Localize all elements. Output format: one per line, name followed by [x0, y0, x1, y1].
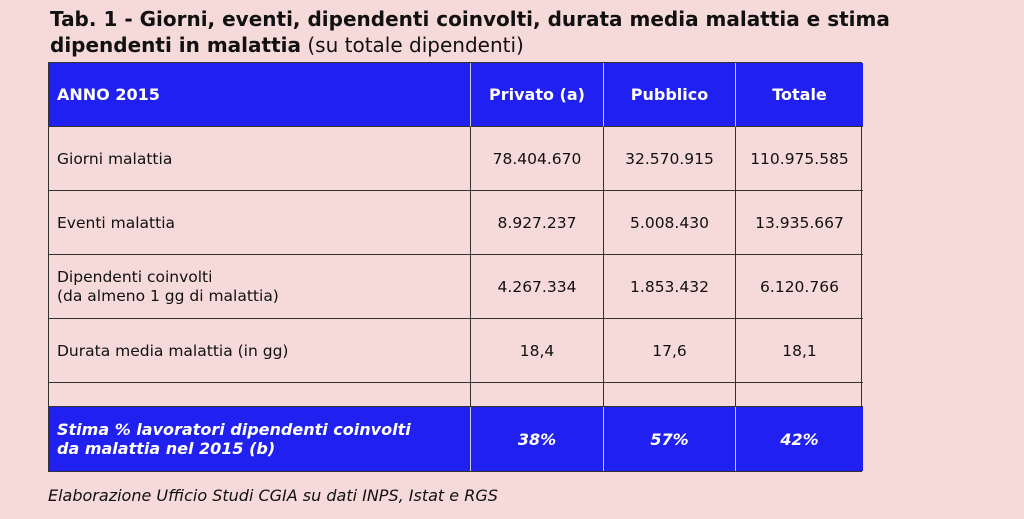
row-value: 1.853.432: [604, 255, 736, 319]
label-line: Stima % lavoratori dipendenti coinvolti: [57, 420, 411, 439]
source-note: Elaborazione Ufficio Studi CGIA su dati …: [48, 486, 498, 505]
row-value: 18,1: [736, 319, 863, 383]
label-line: Giorni malattia: [57, 149, 173, 168]
row-label: Eventi malattia: [49, 191, 471, 255]
label-line: Dipendenti coinvolti: [57, 267, 213, 286]
row-value: 4.267.334: [471, 255, 604, 319]
table: ANNO 2015 Privato (a) Pubblico Totale Giorni…: [48, 62, 863, 472]
header-cell: ANNO 2015: [49, 63, 471, 127]
title-main: Tab. 1 - Giorni, eventi, dipendenti coin…: [50, 7, 890, 57]
summary-value: 42%: [736, 407, 863, 471]
row-value: 6.120.766: [736, 255, 863, 319]
label-line: da malattia nel 2015 (b): [57, 439, 276, 458]
header-cell: Privato (a): [471, 63, 604, 127]
header-cell: Pubblico: [604, 63, 736, 127]
row-value: 5.008.430: [604, 191, 736, 255]
summary-label: Stima % lavoratori dipendenti coinvolti d…: [49, 407, 471, 471]
title: Tab. 1 - Giorni, eventi, dipendenti coin…: [50, 6, 1010, 58]
row-label: Durata media malattia (in gg): [49, 319, 471, 383]
spacer-cell: [604, 383, 736, 407]
label-line: Durata media malattia (in gg): [57, 341, 289, 360]
row-value: 110.975.585: [736, 127, 863, 191]
row-value: 78.404.670: [471, 127, 604, 191]
row-value: 8.927.237: [471, 191, 604, 255]
title-note: (su totale dipendenti): [307, 33, 524, 57]
summary-value: 38%: [471, 407, 604, 471]
row-value: 13.935.667: [736, 191, 863, 255]
label-line: Eventi malattia: [57, 213, 175, 232]
row-label: Dipendenti coinvolti (da almeno 1 gg di m…: [49, 255, 471, 319]
spacer-cell: [471, 383, 604, 407]
spacer-cell: [49, 383, 471, 407]
label-line: (da almeno 1 gg di malattia): [57, 286, 279, 305]
row-value: 18,4: [471, 319, 604, 383]
summary-value: 57%: [604, 407, 736, 471]
row-value: 32.570.915: [604, 127, 736, 191]
row-label: Giorni malattia: [49, 127, 471, 191]
header-cell: Totale: [736, 63, 863, 127]
spacer-cell: [736, 383, 863, 407]
row-value: 17,6: [604, 319, 736, 383]
